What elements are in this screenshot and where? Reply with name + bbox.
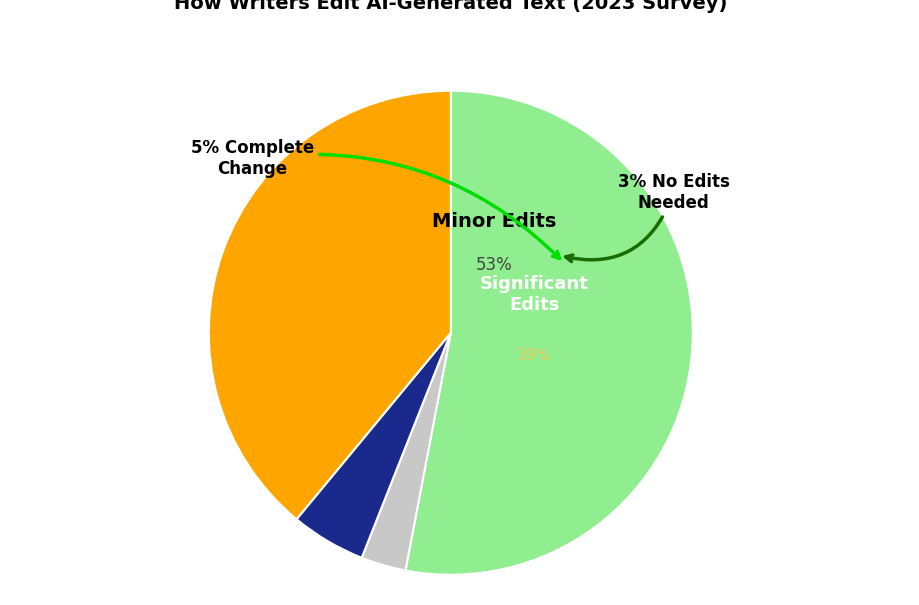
Wedge shape xyxy=(296,333,450,558)
Wedge shape xyxy=(405,91,692,575)
Text: 39%: 39% xyxy=(516,347,550,362)
Title: How Writers Edit AI-Generated Text (2023 Survey): How Writers Edit AI-Generated Text (2023… xyxy=(174,0,727,13)
Text: Minor Edits: Minor Edits xyxy=(431,212,556,232)
Text: 3% No Edits
Needed: 3% No Edits Needed xyxy=(565,173,729,261)
Text: 5% Complete
Change: 5% Complete Change xyxy=(190,139,559,258)
Wedge shape xyxy=(209,91,450,519)
Wedge shape xyxy=(361,333,450,571)
Text: 53%: 53% xyxy=(475,257,512,275)
Text: Significant
Edits: Significant Edits xyxy=(480,275,588,314)
